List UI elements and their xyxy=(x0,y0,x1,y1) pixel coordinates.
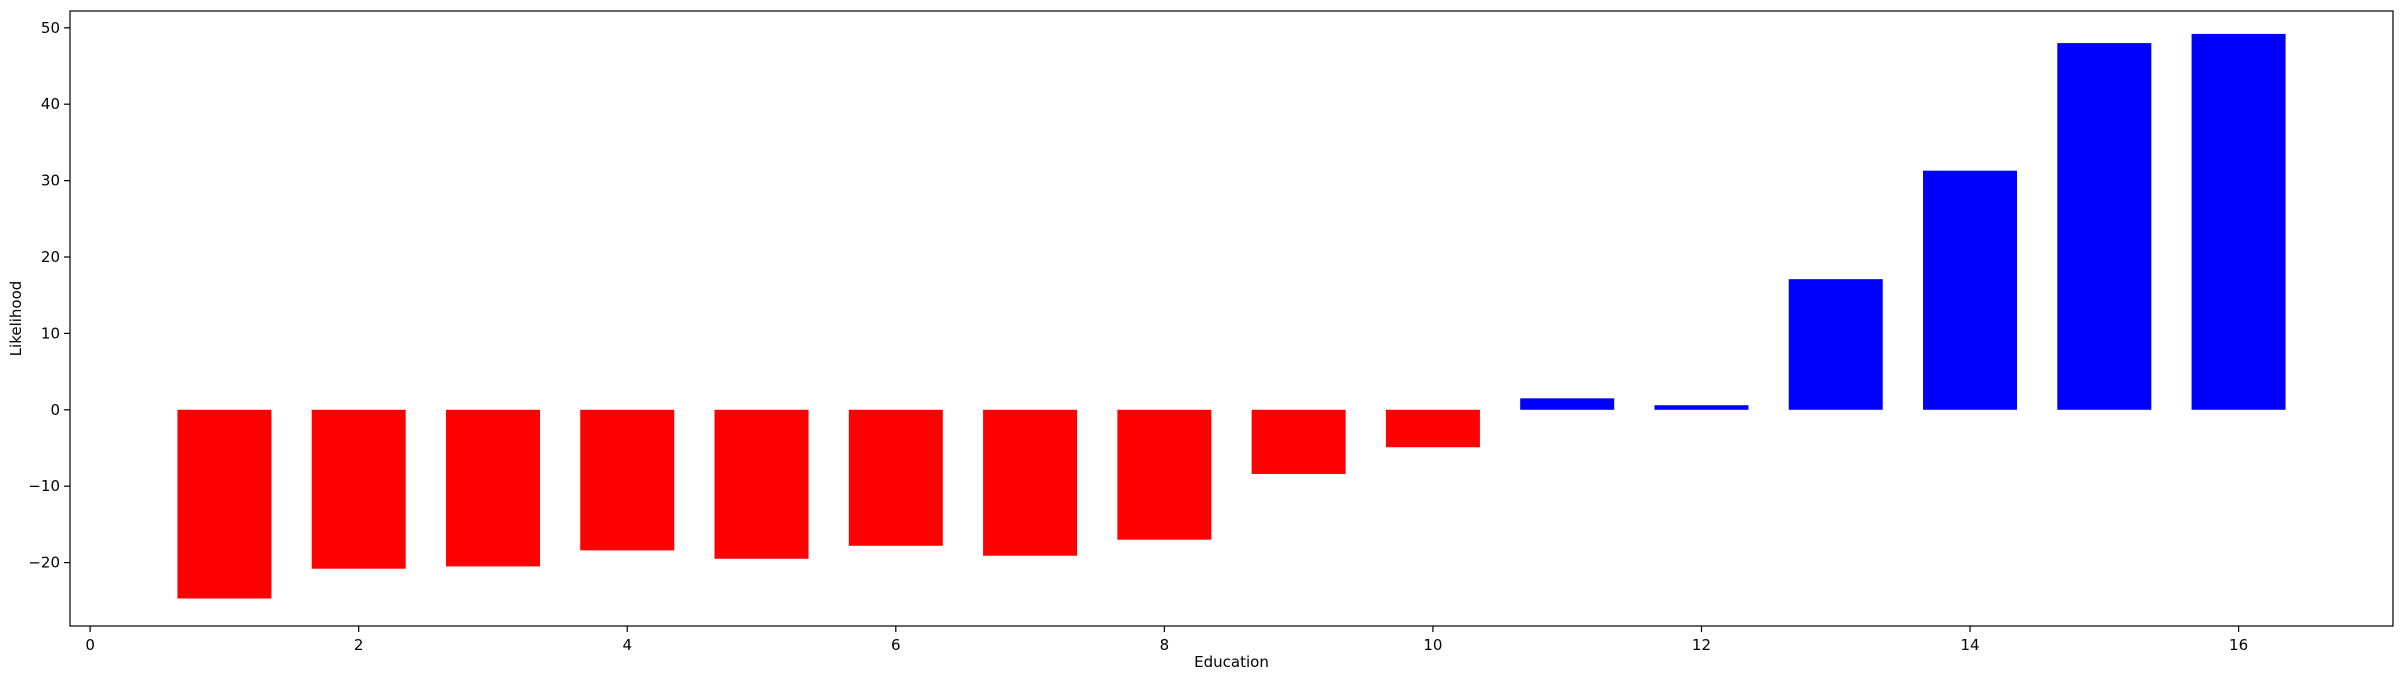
y-tick-label: 50 xyxy=(41,19,60,37)
x-tick-label: 12 xyxy=(1692,636,1711,654)
bar-13 xyxy=(1788,279,1883,410)
y-tick-label: 10 xyxy=(41,324,60,342)
y-tick-label: 0 xyxy=(50,401,60,419)
y-tick-label: −10 xyxy=(28,477,60,495)
bar-12 xyxy=(1654,405,1749,410)
x-tick-label: 0 xyxy=(85,636,95,654)
bar-8 xyxy=(1117,409,1212,540)
y-axis-ticks: −20 −10 0 10 20 30 40 50 xyxy=(28,19,70,572)
x-tick-label: 4 xyxy=(622,636,632,654)
x-tick-label: 10 xyxy=(1423,636,1442,654)
bar-2 xyxy=(311,409,406,569)
y-tick-label: 40 xyxy=(41,95,60,113)
bar-15 xyxy=(2057,43,2152,410)
bar-10 xyxy=(1385,409,1480,448)
bars-layer xyxy=(177,33,2286,599)
y-tick-label: −20 xyxy=(28,554,60,572)
bar-16 xyxy=(2191,33,2286,410)
x-tick-label: 6 xyxy=(891,636,901,654)
bar-3 xyxy=(445,409,540,567)
bar-7 xyxy=(983,409,1078,556)
y-tick-label: 20 xyxy=(41,248,60,266)
plot-frame xyxy=(69,10,2394,627)
bar-14 xyxy=(1923,170,2018,410)
bar-5 xyxy=(714,409,809,559)
x-axis-ticks: 0 2 4 6 8 10 12 14 16 xyxy=(85,626,2248,654)
bar-4 xyxy=(580,409,675,551)
bar-6 xyxy=(848,409,943,546)
x-axis-label: Education xyxy=(1194,653,1269,671)
x-tick-label: 8 xyxy=(1160,636,1170,654)
x-tick-label: 2 xyxy=(354,636,364,654)
x-tick-label: 16 xyxy=(2229,636,2248,654)
bar-11 xyxy=(1520,398,1615,410)
x-tick-label: 14 xyxy=(1960,636,1979,654)
y-tick-label: 30 xyxy=(41,172,60,190)
y-axis-label: Likelihood xyxy=(7,281,25,357)
bar-9 xyxy=(1251,409,1346,474)
bar-1 xyxy=(177,409,272,599)
